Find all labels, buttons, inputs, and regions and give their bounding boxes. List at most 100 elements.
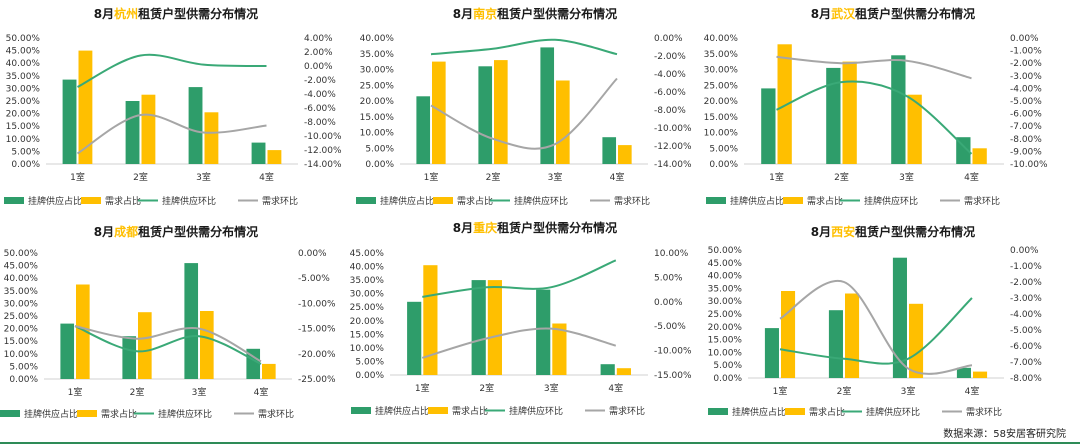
right-tick-label: -5.00% xyxy=(1010,97,1042,107)
right-tick-label: -4.00% xyxy=(1010,310,1042,320)
left-tick-label: 20.00% xyxy=(6,110,41,120)
chart-5: 8月重庆租赁户型供需分布情况 45.00% 40.00% 35.00% 30.00% 25… xyxy=(350,220,692,417)
left-tick-label: 35.00% xyxy=(708,284,743,294)
right-tick-label: -4.00% xyxy=(304,90,336,100)
demand-share-bar xyxy=(845,293,860,378)
category-label: 3室 xyxy=(192,386,207,398)
left-tick-label: 5.00% xyxy=(713,361,742,371)
category-label: 3室 xyxy=(901,385,916,397)
left-tick-label: 25.00% xyxy=(360,81,395,91)
supply-share-bar xyxy=(600,364,615,375)
supply-share-bar xyxy=(62,79,77,164)
legend-swatch xyxy=(0,410,20,417)
left-tick-label: 0.00% xyxy=(709,160,738,170)
category-label: 4室 xyxy=(608,382,623,394)
category-label: 2室 xyxy=(130,386,145,398)
right-tick-label: -8.00% xyxy=(304,118,336,128)
left-tick-label: 30.00% xyxy=(6,84,41,94)
demand-share-bar xyxy=(267,150,282,164)
left-tick-label: 5.00% xyxy=(355,357,384,367)
title-prefix: 8月 xyxy=(811,7,831,21)
right-tick-label: -14.00% xyxy=(304,160,342,170)
left-tick-label: 25.00% xyxy=(350,303,385,313)
legend-swatch xyxy=(351,407,371,414)
demand-share-bar xyxy=(494,60,508,164)
left-tick-label: 10.00% xyxy=(4,350,39,360)
bottom-divider xyxy=(0,442,1080,444)
demand-mom-line xyxy=(779,279,973,375)
title-city: 武汉 xyxy=(831,6,856,21)
chart-title: 8月西安租赁户型供需分布情况 xyxy=(811,224,975,239)
right-tick-label: 5.00% xyxy=(654,273,683,283)
right-tick-label: -6.00% xyxy=(654,88,686,98)
supply-mom-line xyxy=(74,325,262,365)
supply-share-bar xyxy=(125,101,140,164)
category-label: 2室 xyxy=(834,171,849,183)
supply-share-bar xyxy=(478,66,493,164)
demand-share-bar xyxy=(842,61,857,164)
category-label: 2室 xyxy=(486,171,501,183)
supply-share-bar xyxy=(956,137,971,164)
left-tick-label: 40.00% xyxy=(4,274,39,284)
left-tick-label: 30.00% xyxy=(708,297,743,307)
legend-label: 挂牌供应占比 xyxy=(28,195,82,207)
title-city: 杭州 xyxy=(114,6,138,21)
legend-label: 挂牌供应环比 xyxy=(864,195,918,207)
demand-share-bar xyxy=(204,112,219,164)
left-tick-label: 10.00% xyxy=(6,135,41,145)
legend-label: 需求占比 xyxy=(101,408,137,420)
title-suffix: 租赁户型供需分布情况 xyxy=(855,224,975,239)
demand-share-bar xyxy=(141,94,156,164)
demand-share-bar xyxy=(972,148,987,165)
left-tick-label: 35.00% xyxy=(6,72,41,82)
demand-mom-line xyxy=(422,327,617,359)
demand-share-bar xyxy=(487,280,502,375)
supply-share-bar xyxy=(956,367,971,378)
left-tick-label: 20.00% xyxy=(4,325,39,335)
left-tick-label: 10.00% xyxy=(360,129,395,139)
demand-mom-line xyxy=(74,325,262,363)
category-label: 1室 xyxy=(70,171,85,183)
right-tick-label: -2.00% xyxy=(304,76,336,86)
left-tick-label: 50.00% xyxy=(708,246,743,256)
right-tick-label: -15.00% xyxy=(298,325,336,335)
left-tick-label: 45.00% xyxy=(350,249,385,259)
legend-swatch xyxy=(708,408,728,415)
demand-share-bar xyxy=(552,323,567,375)
right-tick-label: -25.00% xyxy=(298,375,336,385)
right-tick-label: -10.00% xyxy=(298,299,336,309)
left-tick-label: 15.00% xyxy=(704,113,739,123)
chart-3: 8月武汉租赁户型供需分布情况 40.00% 35.00% 30.00% 25.00% 20… xyxy=(704,6,1048,207)
legend-swatch xyxy=(356,197,376,204)
demand-share-bar xyxy=(777,44,792,164)
demand-share-bar xyxy=(432,61,446,164)
left-tick-label: 5.00% xyxy=(709,144,738,154)
supply-share-bar xyxy=(764,328,779,378)
left-tick-label: 40.00% xyxy=(708,272,743,282)
left-tick-label: 20.00% xyxy=(704,97,739,107)
chart-4: 8月成都租赁户型供需分布情况 50.00% 45.00% 40.00% 35.00% 30… xyxy=(0,224,336,420)
left-tick-label: 15.00% xyxy=(6,122,41,132)
left-tick-label: 15.00% xyxy=(708,336,743,346)
title-suffix: 租赁户型供需分布情况 xyxy=(138,6,258,21)
legend-swatch xyxy=(706,197,726,204)
right-tick-label: 10.00% xyxy=(654,249,689,259)
demand-share-bar xyxy=(909,303,924,378)
legend-swatch xyxy=(783,197,803,204)
left-tick-label: 30.00% xyxy=(704,66,739,76)
right-tick-label: -7.00% xyxy=(1010,122,1042,132)
legend-swatch xyxy=(433,197,453,204)
legend-label: 需求占比 xyxy=(807,195,843,207)
right-tick-label: -8.00% xyxy=(1010,374,1042,384)
left-tick-label: 15.00% xyxy=(360,113,395,123)
legend-label: 需求环比 xyxy=(262,195,298,207)
supply-share-bar xyxy=(246,348,261,379)
right-tick-label: -6.00% xyxy=(304,104,336,114)
left-tick-label: 40.00% xyxy=(6,59,41,69)
left-tick-label: 10.00% xyxy=(704,129,739,139)
legend-label: 需求环比 xyxy=(614,195,650,207)
legend-label: 需求环比 xyxy=(964,195,1000,207)
left-tick-label: 45.00% xyxy=(6,47,41,57)
legend-label: 挂牌供应占比 xyxy=(730,195,784,207)
